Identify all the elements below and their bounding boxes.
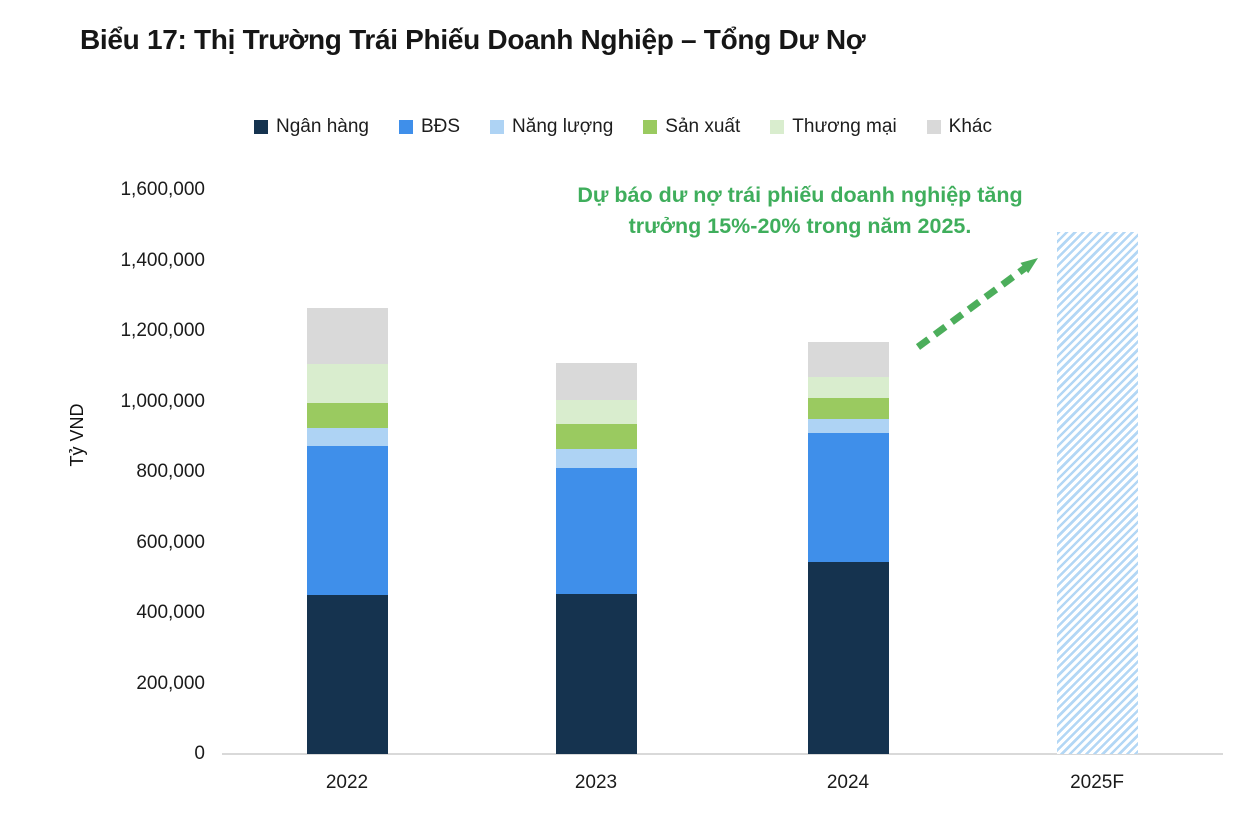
y-tick-label: 1,200,000 <box>120 320 205 341</box>
y-tick-label: 1,000,000 <box>120 390 205 412</box>
bar-2025F-forecast <box>1056 232 1138 754</box>
bar-2023-segment-Ngân hàng <box>555 593 637 754</box>
bar-2022-segment-Năng lượng <box>306 427 388 446</box>
x-tick-label: 2025F <box>1070 772 1124 793</box>
chart-title: Biểu 17: Thị Trường Trái Phiếu Doanh Ngh… <box>80 24 866 55</box>
forecast-arrow-line <box>915 265 1028 350</box>
legend-label: Sản xuất <box>665 116 741 137</box>
bar-2023-segment-Sản xuất <box>555 424 637 450</box>
legend-label: BĐS <box>420 116 461 137</box>
legend-item-4: Thương mại <box>770 116 897 138</box>
legend-item-3: Sản xuất <box>643 116 740 138</box>
bar-2023-segment-BĐS <box>555 468 637 594</box>
legend-item-2: Năng lượng <box>490 116 613 138</box>
y-tick-label: 0 <box>194 743 205 764</box>
bar-2024-segment-Thương mại <box>807 376 889 398</box>
y-tick-label: 600,000 <box>136 531 205 553</box>
bar-2022-segment-Khác <box>306 308 388 365</box>
legend-label: Thương mại <box>792 116 897 137</box>
legend-swatch-icon <box>398 120 413 134</box>
bar-2024-segment-Khác <box>807 341 889 377</box>
y-tick-label: 800,000 <box>136 461 205 482</box>
y-tick-label: 1,400,000 <box>120 249 205 271</box>
y-tick-label: 1,600,000 <box>120 179 205 200</box>
bar-2022-segment-BĐS <box>306 445 388 596</box>
forecast-annotation-line2: trưởng 15%-20% trong năm 2025. <box>628 214 972 238</box>
x-tick-label: 2024 <box>826 772 870 793</box>
legend-swatch-icon <box>926 120 941 134</box>
forecast-annotation-line1: Dự báo dư nợ trái phiếu doanh nghiệp tăn… <box>577 183 1023 207</box>
legend-swatch-icon <box>770 120 785 134</box>
bar-2024-segment-Ngân hàng <box>807 561 889 754</box>
forecast-arrow-head <box>1020 258 1038 274</box>
x-tick-label: 2023 <box>574 772 618 793</box>
legend: Ngân hàng BĐS Năng lượng Sản xuất Thương mại… <box>0 112 1246 142</box>
bar-2023-segment-Khác <box>555 362 637 400</box>
y-axis-title: Tỷ VND <box>67 403 87 467</box>
bar-2024-segment-Năng lượng <box>807 419 889 434</box>
legend-swatch-icon <box>254 120 268 134</box>
legend-swatch-icon <box>490 120 505 134</box>
bar-2024-segment-Sản xuất <box>807 397 889 420</box>
legend-label: Khác <box>948 116 992 137</box>
legend-label: Năng lượng <box>512 116 614 137</box>
bar-2024-segment-BĐS <box>807 433 889 562</box>
x-tick-label: 2022 <box>325 772 369 793</box>
bar-2022-segment-Ngân hàng <box>306 595 388 754</box>
forecast-annotation: Dự báo dư nợ trái phiếu doanh nghiệp tăn… <box>540 180 1060 242</box>
bar-2023-segment-Năng lượng <box>555 449 637 469</box>
bar-2022-segment-Thương mại <box>306 364 388 404</box>
y-tick-label: 200,000 <box>136 672 205 694</box>
y-tick-label: 400,000 <box>136 602 205 623</box>
bar-2023-segment-Thương mại <box>555 399 637 425</box>
x-axis-line <box>222 753 1223 755</box>
legend-swatch-icon <box>643 120 658 134</box>
legend-item-0: Ngân hàng <box>254 116 369 138</box>
legend-item-1: BĐS <box>398 116 461 138</box>
legend-item-5: Khác <box>926 116 992 138</box>
legend-label: Ngân hàng <box>276 116 369 137</box>
bar-2022-segment-Sản xuất <box>306 403 388 428</box>
